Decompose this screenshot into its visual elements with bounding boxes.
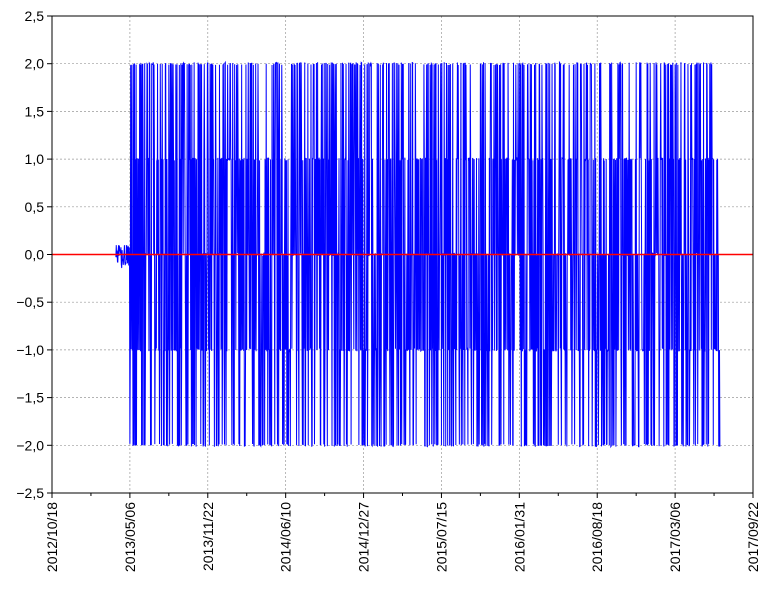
y-tick-label: −2,5: [16, 485, 44, 501]
x-tick-label: 2015/07/15: [433, 502, 449, 572]
y-tick-label: −0,5: [16, 294, 44, 310]
x-tick-label: 2014/06/10: [278, 502, 294, 572]
x-tick-label: 2017/03/06: [667, 502, 683, 572]
x-axis: 2012/10/18 2013/05/06 2013/11/22 2014/06/10…: [44, 493, 761, 572]
x-tick-label: 2012/10/18: [44, 502, 60, 572]
y-tick-label: −2,0: [16, 437, 44, 453]
y-tick-label: −1,5: [16, 390, 44, 406]
y-tick-label: 0,0: [25, 247, 45, 263]
series-layer: [52, 60, 753, 449]
x-tick-label: 2013/05/06: [122, 502, 138, 572]
x-tick-label: 2014/12/27: [356, 502, 372, 572]
y-tick-label: 0,5: [25, 199, 45, 215]
x-tick-label: 2016/08/18: [589, 502, 605, 572]
y-axis: 2,5 2,0 1,5 1,0 0,5 0,0 −0,5 −1,0 −1,5 −2,0 −2,5: [16, 8, 52, 501]
y-tick-label: 1,5: [25, 103, 45, 119]
x-tick-label: 2017/09/22: [745, 502, 761, 572]
y-tick-label: 1,0: [25, 151, 45, 167]
y-tick-label: −1,0: [16, 342, 44, 358]
x-tick-label: 2013/11/22: [200, 502, 216, 571]
y-tick-label: 2,0: [25, 56, 45, 72]
x-tick-label: 2016/01/31: [511, 502, 527, 572]
y-tick-label: 2,5: [25, 8, 45, 24]
